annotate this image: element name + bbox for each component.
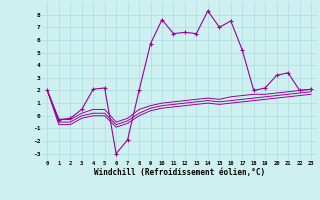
X-axis label: Windchill (Refroidissement éolien,°C): Windchill (Refroidissement éolien,°C) [94,168,265,177]
